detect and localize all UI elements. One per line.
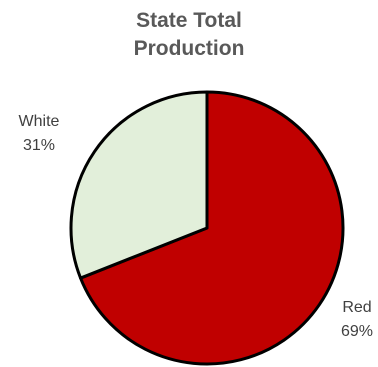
pie-slices <box>69 90 345 366</box>
slice-label-white-name: White <box>19 113 60 130</box>
chart-title-line-2: Production <box>134 37 245 60</box>
pie-slice-white <box>69 90 209 280</box>
slice-label-red-name: Red <box>342 299 371 316</box>
pie-slice-red <box>79 90 345 366</box>
slice-label-white-value: 31% <box>23 137 55 154</box>
slice-label-red-value: 69% <box>341 323 373 340</box>
chart-title-line-1: State Total <box>136 9 242 32</box>
